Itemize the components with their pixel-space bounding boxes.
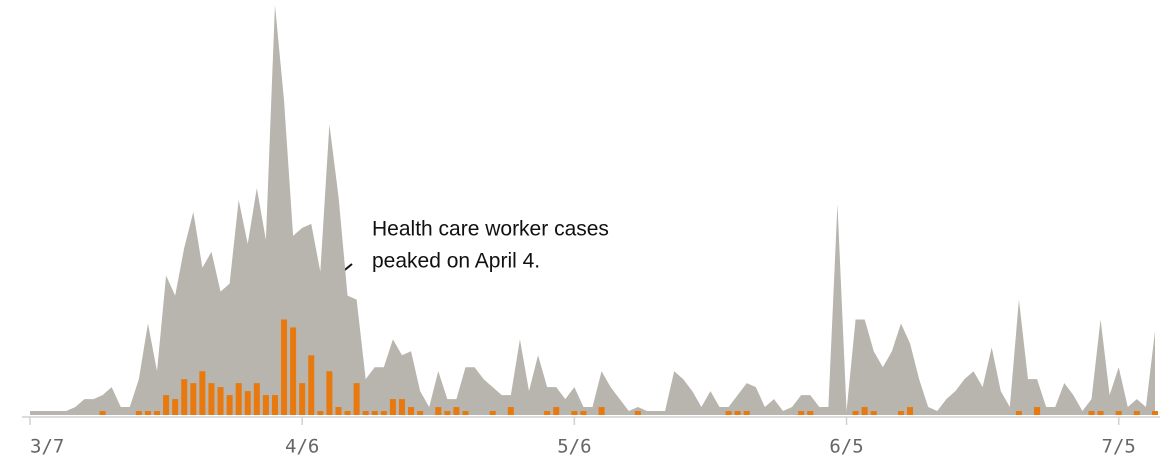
bar bbox=[444, 411, 451, 415]
bar bbox=[299, 383, 306, 415]
bar bbox=[725, 411, 732, 415]
bar bbox=[389, 399, 396, 415]
bar bbox=[462, 411, 469, 415]
x-tick-label: 3/7 bbox=[30, 436, 64, 458]
bar bbox=[99, 411, 106, 415]
bar bbox=[507, 407, 514, 415]
bar bbox=[489, 411, 496, 415]
bar bbox=[417, 411, 424, 415]
bar bbox=[344, 411, 351, 415]
bar bbox=[290, 327, 297, 415]
bar bbox=[208, 383, 215, 415]
bar bbox=[435, 407, 442, 415]
bar bbox=[1115, 411, 1122, 415]
bar bbox=[371, 411, 378, 415]
bar bbox=[199, 371, 206, 415]
x-tick-label: 4/6 bbox=[285, 436, 319, 458]
x-tick-label: 5/6 bbox=[557, 436, 591, 458]
bar bbox=[553, 407, 560, 415]
bar bbox=[852, 411, 859, 415]
bar bbox=[544, 411, 551, 415]
bar bbox=[253, 383, 260, 415]
bar bbox=[326, 371, 333, 415]
bar bbox=[1097, 411, 1104, 415]
bar bbox=[861, 407, 868, 415]
bar bbox=[598, 407, 605, 415]
bar bbox=[144, 411, 151, 415]
bar bbox=[380, 411, 387, 415]
bar bbox=[1152, 411, 1158, 415]
bar bbox=[1133, 411, 1140, 415]
bar bbox=[172, 399, 179, 415]
x-tick-label: 6/5 bbox=[829, 436, 863, 458]
bar bbox=[408, 407, 415, 415]
bar bbox=[226, 395, 233, 415]
bar bbox=[897, 411, 904, 415]
bar bbox=[353, 383, 360, 415]
bar bbox=[317, 411, 324, 415]
bar bbox=[190, 383, 197, 415]
bar bbox=[398, 399, 405, 415]
bar bbox=[734, 411, 741, 415]
bar bbox=[907, 407, 914, 415]
bar bbox=[217, 387, 224, 415]
bar bbox=[235, 383, 242, 415]
bar bbox=[271, 395, 278, 415]
annotation-line: Health care worker cases bbox=[372, 218, 609, 241]
x-tick-label: 7/5 bbox=[1102, 436, 1136, 458]
area bbox=[30, 5, 1155, 415]
bar bbox=[798, 411, 805, 415]
bar bbox=[181, 379, 188, 415]
bar bbox=[453, 407, 460, 415]
annotation-line: peaked on April 4. bbox=[372, 250, 540, 273]
bar bbox=[571, 411, 578, 415]
bar bbox=[1088, 411, 1095, 415]
bar bbox=[743, 411, 750, 415]
bar bbox=[244, 391, 251, 415]
bar bbox=[1015, 411, 1022, 415]
bar bbox=[634, 411, 641, 415]
bar bbox=[870, 411, 877, 415]
bar bbox=[362, 411, 369, 415]
bar bbox=[281, 319, 288, 415]
bar bbox=[308, 355, 315, 415]
bar bbox=[262, 395, 269, 415]
bar bbox=[580, 411, 587, 415]
bar bbox=[154, 411, 161, 415]
bar bbox=[135, 411, 142, 415]
bar bbox=[163, 395, 170, 415]
bar bbox=[335, 407, 342, 415]
bar bbox=[807, 411, 814, 415]
bar bbox=[1034, 407, 1041, 415]
